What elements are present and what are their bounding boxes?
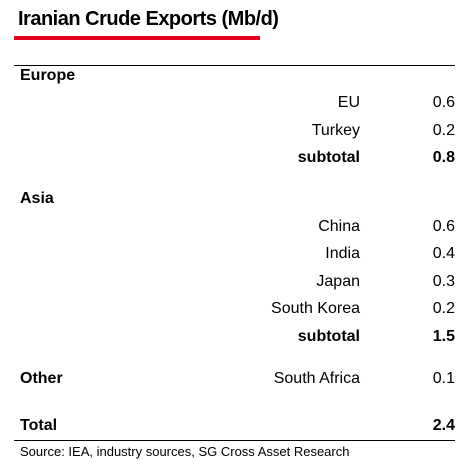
europe-subtotal-label: subtotal [297,149,360,166]
row-south-africa-value: 0.1 [432,370,455,387]
chart-title: Iranian Crude Exports (Mb/d) [18,8,279,30]
row-south-africa-label: South Africa [273,370,360,387]
row-china-value: 0.6 [432,218,455,235]
row-turkey-label: Turkey [311,122,360,139]
asia-subtotal-value: 1.5 [432,328,455,345]
source-note: Source: IEA, industry sources, SG Cross … [20,444,350,459]
row-india-value: 0.4 [432,245,455,262]
row-japan-label: Japan [316,273,360,290]
group-other-label: Other [20,370,63,387]
group-europe-label: Europe [20,67,76,84]
group-asia-label: Asia [20,190,54,207]
row-india-label: India [325,245,360,262]
row-south-korea-value: 0.2 [432,300,455,317]
row-japan-value: 0.3 [432,273,455,290]
total-label: Total [20,417,58,434]
row-eu-label: EU [337,94,360,111]
row-turkey-value: 0.2 [432,122,455,139]
header-rule [14,65,455,66]
asia-subtotal-label: subtotal [297,328,360,345]
footer-rule [14,440,455,441]
row-china-label: China [318,218,360,235]
total-value: 2.4 [432,417,455,434]
row-eu-value: 0.6 [432,94,455,111]
europe-subtotal-value: 0.8 [432,149,455,166]
title-accent-rule [14,36,260,40]
row-south-korea-label: South Korea [271,300,360,317]
